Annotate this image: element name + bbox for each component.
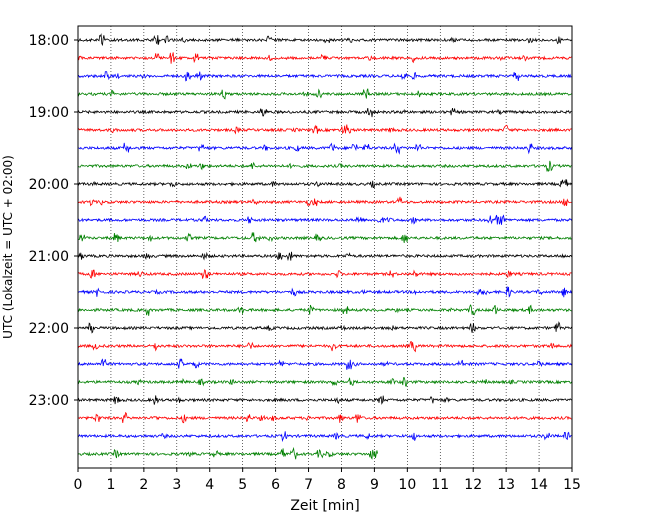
x-axis-title: Zeit [min]	[290, 498, 359, 514]
x-tick-label-0: 0	[74, 477, 83, 493]
trace-2100	[77, 251, 572, 262]
x-tick-label-4: 4	[205, 477, 214, 493]
y-tick-label-19:00: 19:00	[29, 105, 69, 121]
y-axis-title: UTC (Lokalzeit = UTC + 02:00)	[1, 155, 15, 339]
x-tick-label-15: 15	[563, 477, 581, 493]
x-tick-label-11: 11	[431, 477, 449, 493]
trace-2130	[77, 286, 572, 298]
x-tick-label-5: 5	[238, 477, 247, 493]
x-tick-label-12: 12	[464, 477, 482, 493]
trace-2030	[77, 214, 572, 225]
x-tick-label-9: 9	[370, 477, 379, 493]
trace-2000	[77, 178, 572, 189]
x-tick-label-3: 3	[172, 477, 181, 493]
trace-2045	[77, 232, 572, 244]
trace-2145	[77, 304, 572, 316]
trace-1945	[77, 160, 572, 172]
trace-2200	[77, 321, 572, 334]
trace-2245	[77, 377, 572, 387]
trace-2330	[77, 431, 572, 443]
x-tick-label-7: 7	[304, 477, 313, 493]
plot-frame	[77, 25, 573, 469]
x-tick-label-13: 13	[497, 477, 515, 493]
trace-2345	[77, 446, 378, 460]
y-axis-ticks: 18:00 19:00 20:00 21:00 22:00 23:00	[29, 33, 78, 409]
trace-1845	[77, 88, 572, 100]
y-tick-label-22:00: 22:00	[29, 321, 69, 337]
x-tick-label-1: 1	[106, 477, 115, 493]
x-tick-label-6: 6	[271, 477, 280, 493]
trace-2300	[77, 395, 572, 405]
x-axis-ticks: 0 1 2 3 4 5 6 7 8 9 10 11 12 13 14 15	[74, 468, 581, 493]
trace-1830	[77, 71, 572, 82]
y-tick-label-23:00: 23:00	[29, 393, 69, 409]
seismic-traces	[77, 33, 572, 460]
x-tick-label-8: 8	[337, 477, 346, 493]
trace-2115	[77, 268, 572, 279]
trace-1930	[77, 142, 572, 155]
x-tick-label-14: 14	[530, 477, 548, 493]
x-tick-label-10: 10	[398, 477, 416, 493]
y-tick-label-21:00: 21:00	[29, 249, 69, 265]
x-tick-label-2: 2	[139, 477, 148, 493]
trace-2230	[77, 358, 572, 370]
trace-1900	[77, 107, 572, 118]
trace-1915	[77, 124, 572, 135]
trace-2015	[77, 196, 572, 207]
y-tick-label-18:00: 18:00	[29, 33, 69, 49]
trace-1815	[77, 52, 572, 64]
trace-2215	[77, 340, 572, 353]
trace-2315	[77, 411, 572, 424]
y-tick-label-20:00: 20:00	[29, 177, 69, 193]
trace-1800	[77, 33, 572, 47]
